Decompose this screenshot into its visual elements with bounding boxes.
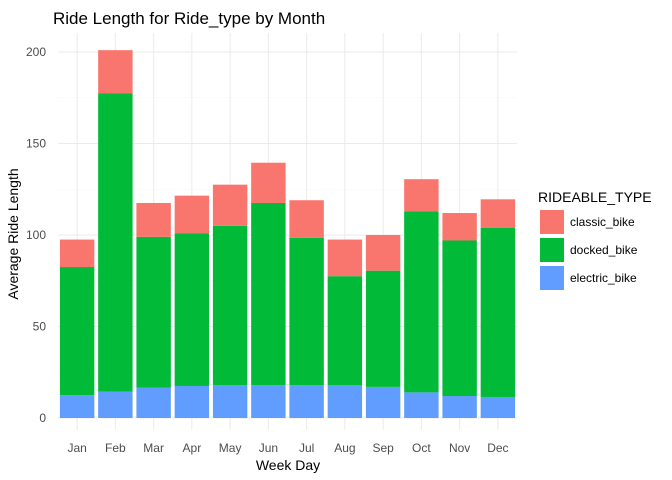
x-tick-label: Feb [105,441,126,455]
legend: RIDEABLE_TYPE classic_bike docked_bikeele… [538,189,652,290]
bar-docked_bike-dec [480,227,516,397]
x-tick-label: Aug [334,441,355,455]
bar-electric_bike-jun [251,385,286,418]
x-tick-label: Jun [259,441,278,455]
bar-classic_bike-jun [251,162,286,203]
bar-electric_bike-sep [365,386,401,418]
x-tick-label: Jul [299,441,314,455]
bar-electric_bike-mar [136,387,171,418]
chart-title: Ride Length for Ride_type by Month [53,9,325,28]
y-tick-label: 0 [39,411,46,425]
y-tick-label: 200 [26,45,46,59]
bar-electric_bike-nov [442,396,477,418]
bar-docked_bike-aug [327,276,363,386]
bar-electric_bike-oct [404,392,439,418]
plot-bars [59,50,516,418]
x-tick-label: Dec [487,441,508,455]
bar-classic_bike-apr [174,195,210,234]
bar-classic_bike-nov [442,213,477,241]
bar-docked_bike-jul [289,237,324,386]
y-tick-label: 100 [26,228,46,242]
legend-swatch-classic_bike [540,210,564,234]
legend-label-electric_bike: electric_bike [570,271,637,285]
bar-classic_bike-feb [98,50,133,94]
bar-classic_bike-mar [136,202,171,237]
x-axis-ticks: Jan Feb Mar Apr May Jun Jul Aug Sep Oct Nov Dec [67,441,508,455]
bar-docked_bike-jan [59,267,95,396]
y-tick-label: 50 [33,320,47,334]
legend-swatch-electric_bike [540,266,564,290]
bar-electric_bike-dec [480,396,516,418]
x-tick-label: Jan [67,441,86,455]
bar-classic_bike-jan [59,239,95,268]
bar-docked_bike-may [212,225,248,386]
y-axis-ticks: 0 50 100 150 200 [26,45,46,425]
x-tick-label: Mar [143,441,164,455]
bar-electric_bike-apr [174,385,210,418]
bar-classic_bike-aug [327,239,363,277]
bar-electric_bike-jan [59,395,95,418]
bar-classic_bike-jul [289,200,324,238]
bar-docked_bike-mar [136,236,171,388]
bar-docked_bike-oct [404,211,439,393]
x-tick-label: Apr [183,441,202,455]
bar-electric_bike-feb [98,391,133,418]
y-axis-title: Average Ride Length [5,168,21,299]
bar-electric_bike-aug [327,385,363,418]
bar-classic_bike-oct [404,179,439,212]
x-tick-label: Nov [449,441,470,455]
legend-swatch-docked_bike [540,238,564,262]
legend-title: RIDEABLE_TYPE [538,189,652,205]
bar-docked_bike-nov [442,240,477,397]
x-tick-label: Sep [372,441,394,455]
bar-classic_bike-sep [365,235,401,271]
legend-items: classic_bike docked_bike electric_bike [540,210,638,290]
bar-classic_bike-may [212,184,248,226]
x-axis-title: Week Day [256,457,320,473]
bar-electric_bike-jul [289,385,324,418]
bar-classic_bike-dec [480,199,516,228]
bar-electric_bike-may [212,385,248,418]
legend-label-docked_bike: docked_bike [570,243,638,257]
bar-docked_bike-jun [251,202,286,386]
y-tick-label: 150 [26,137,46,151]
bar-docked_bike-feb [98,93,133,392]
legend-label-classic_bike: classic_bike [570,215,635,229]
bar-docked_bike-sep [365,270,401,387]
x-tick-label: May [219,441,242,455]
bar-docked_bike-apr [174,233,210,386]
x-tick-label: Oct [412,441,431,455]
